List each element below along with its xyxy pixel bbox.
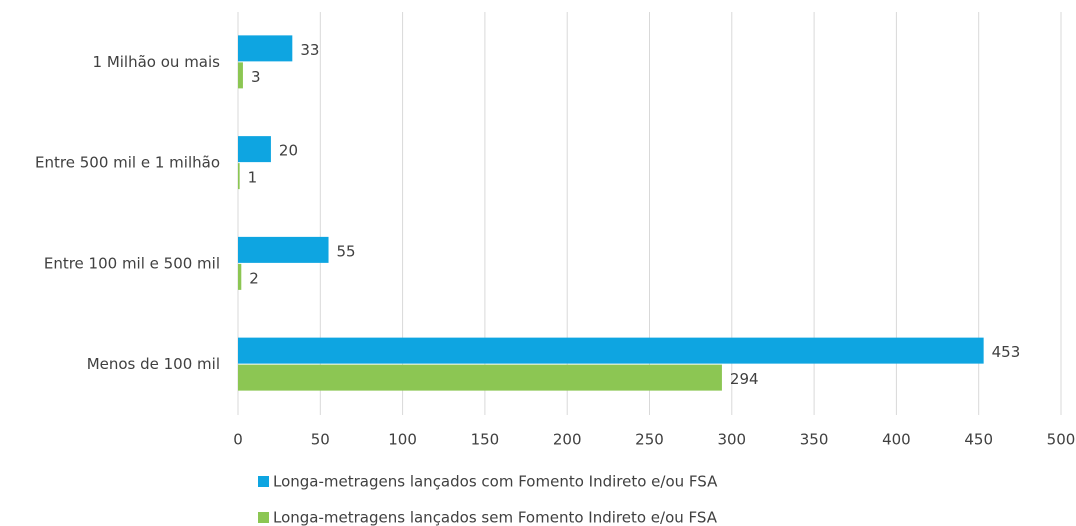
data-label: 20 xyxy=(279,142,298,160)
legend-marker xyxy=(258,476,269,487)
x-tick-label: 250 xyxy=(635,431,664,449)
data-label: 33 xyxy=(300,41,319,59)
bar xyxy=(238,236,329,263)
data-label: 2 xyxy=(249,269,259,287)
x-tick-label: 500 xyxy=(1047,431,1076,449)
data-label: 294 xyxy=(730,370,759,388)
bar xyxy=(238,263,242,290)
x-tick-label: 450 xyxy=(964,431,993,449)
x-tick-label: 150 xyxy=(471,431,500,449)
data-label: 55 xyxy=(337,242,356,260)
bar xyxy=(238,62,243,89)
x-tick-label: 50 xyxy=(311,431,330,449)
x-tick-label: 100 xyxy=(388,431,417,449)
y-tick-label: Entre 500 mil e 1 milhão xyxy=(35,154,220,172)
legend-label: Longa-metragens lançados sem Fomento Ind… xyxy=(273,509,718,526)
legend-label: Longa-metragens lançados com Fomento Ind… xyxy=(273,473,718,491)
bar xyxy=(238,136,271,163)
data-label: 3 xyxy=(251,68,261,86)
bar xyxy=(238,163,240,190)
data-label: 453 xyxy=(992,343,1021,361)
y-tick-label: Menos de 100 mil xyxy=(87,355,220,373)
x-tick-label: 400 xyxy=(882,431,911,449)
x-tick-label: 0 xyxy=(233,431,243,449)
x-tick-label: 200 xyxy=(553,431,582,449)
y-tick-label: Entre 100 mil e 500 mil xyxy=(44,254,220,272)
x-tick-label: 350 xyxy=(800,431,829,449)
legend-marker xyxy=(258,512,269,523)
bar xyxy=(238,364,722,391)
bar xyxy=(238,35,293,62)
data-label: 1 xyxy=(248,169,258,187)
y-tick-label: 1 Milhão ou mais xyxy=(93,53,221,71)
bar xyxy=(238,337,984,364)
x-tick-label: 300 xyxy=(717,431,746,449)
